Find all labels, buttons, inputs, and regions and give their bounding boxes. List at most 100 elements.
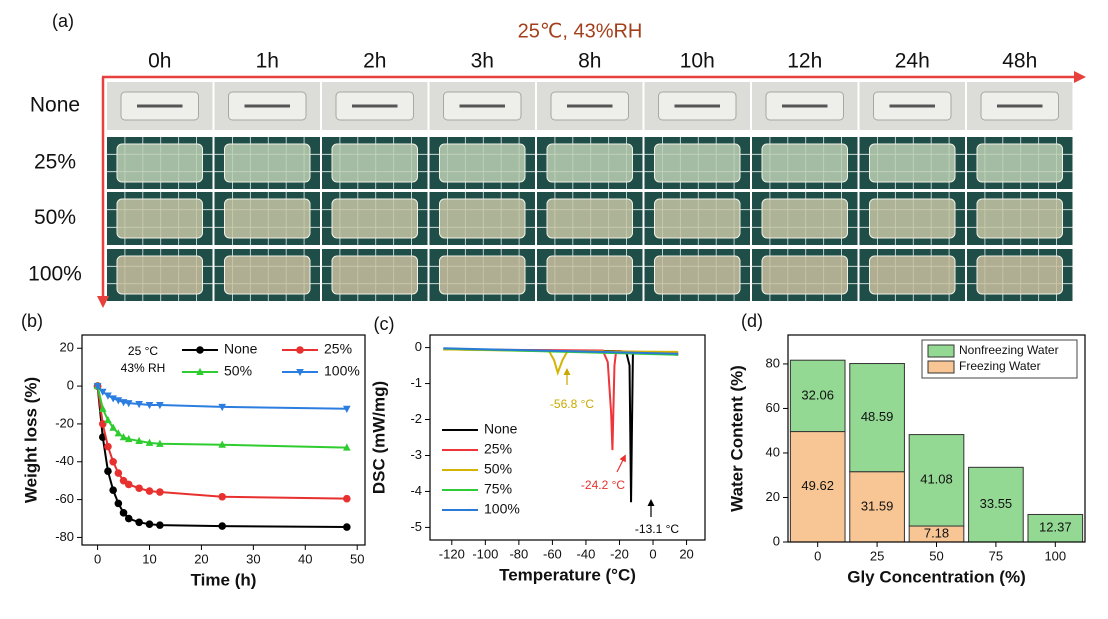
x-tick-label: 25 xyxy=(870,548,884,563)
plot-frame xyxy=(787,334,1086,543)
marker xyxy=(343,405,351,413)
sample xyxy=(976,255,1063,295)
marker xyxy=(343,494,351,503)
x-tick-label: 0 xyxy=(814,548,821,563)
sample xyxy=(546,198,633,239)
row-label: 100% xyxy=(28,263,82,286)
bar-segment xyxy=(789,359,846,433)
photo xyxy=(644,192,750,245)
marker xyxy=(119,432,128,441)
legend-label: None xyxy=(484,421,518,437)
photo xyxy=(967,192,1073,245)
x-tick-label: 30 xyxy=(246,551,260,566)
marker xyxy=(109,486,117,494)
photo xyxy=(537,192,643,245)
marker xyxy=(114,499,123,508)
sample xyxy=(224,255,311,295)
y-tick-label: -4 xyxy=(410,483,422,498)
value-label: 32.06 xyxy=(801,387,834,402)
value-label: 33.55 xyxy=(980,496,1013,511)
photo xyxy=(107,249,213,301)
sample xyxy=(439,198,526,239)
x-tick-label: 0 xyxy=(94,551,101,566)
value-label: 31.59 xyxy=(861,498,894,513)
y-tick-label: -40 xyxy=(55,453,74,468)
sample xyxy=(439,143,526,183)
photo xyxy=(967,137,1073,189)
bar-segment xyxy=(1027,513,1084,543)
photo xyxy=(752,82,858,130)
value-label: 12.37 xyxy=(1039,520,1072,535)
y-tick-label: -3 xyxy=(410,447,422,462)
column-label: 1h xyxy=(256,50,279,73)
marker xyxy=(124,514,133,523)
value-label: 7.18 xyxy=(924,525,949,540)
marker xyxy=(104,392,112,400)
plot-frame xyxy=(429,334,706,541)
y-tick-label: 40 xyxy=(766,444,780,459)
sample xyxy=(654,255,741,295)
panel-label: (c) xyxy=(374,314,395,334)
x-axis-label: Gly Concentration (%) xyxy=(847,567,1026,586)
arrow-head xyxy=(619,454,626,463)
legend-label: 25% xyxy=(484,441,512,457)
y-tick-label: -5 xyxy=(410,519,422,534)
marker xyxy=(135,401,143,409)
x-tick-label: 100 xyxy=(1044,548,1066,563)
column-label: 8h xyxy=(578,50,601,73)
sample xyxy=(654,143,741,183)
photo xyxy=(859,82,965,130)
sample xyxy=(116,255,203,295)
annotation: -13.1 °C xyxy=(635,522,679,536)
y-tick-label: -1 xyxy=(410,375,422,390)
column-label: 24h xyxy=(895,50,930,73)
grid-title: 25℃, 43%RH xyxy=(518,20,643,42)
sample xyxy=(869,143,956,183)
x-axis-label: Time (h) xyxy=(191,570,257,589)
y-tick-label: 0 xyxy=(67,378,74,393)
bar-segment xyxy=(908,434,965,527)
photo xyxy=(644,82,750,130)
sample xyxy=(224,198,311,239)
photo xyxy=(107,137,213,189)
column-label: 48h xyxy=(1002,50,1037,73)
row-label: 50% xyxy=(34,206,76,229)
marker xyxy=(135,484,143,493)
marker xyxy=(98,404,107,412)
marker xyxy=(218,522,227,530)
marker xyxy=(145,401,154,410)
arrow-head xyxy=(97,296,109,308)
x-tick-label: 0 xyxy=(649,546,656,561)
photo xyxy=(859,249,965,301)
column-label: 2h xyxy=(363,50,386,73)
x-tick-label: -80 xyxy=(509,546,528,561)
arrow-head xyxy=(563,368,571,375)
column-label: 3h xyxy=(471,50,494,73)
photo xyxy=(537,137,643,189)
marker xyxy=(145,487,154,495)
value-label: 48.59 xyxy=(861,409,894,424)
sample xyxy=(224,143,311,183)
marker xyxy=(196,367,204,376)
value-label: 41.08 xyxy=(920,472,953,487)
marker xyxy=(104,415,112,424)
bar-segment xyxy=(789,431,846,543)
photo xyxy=(859,192,965,245)
photo xyxy=(322,192,428,245)
annotation: -56.8 °C xyxy=(550,397,594,411)
x-tick-label: -40 xyxy=(577,546,596,561)
marker xyxy=(135,518,143,527)
x-tick-label: 10 xyxy=(142,551,156,566)
marker xyxy=(124,434,133,443)
photo xyxy=(644,137,750,189)
photo xyxy=(322,137,428,189)
photo xyxy=(859,137,965,189)
x-tick-label: 20 xyxy=(194,551,208,566)
y-tick-label: -2 xyxy=(410,411,422,426)
y-tick-label: 60 xyxy=(766,400,780,415)
x-tick-label: 50 xyxy=(350,551,364,566)
x-tick-label: 40 xyxy=(298,551,312,566)
series-line xyxy=(96,385,347,529)
legend-swatch xyxy=(927,360,955,374)
marker xyxy=(119,509,128,517)
